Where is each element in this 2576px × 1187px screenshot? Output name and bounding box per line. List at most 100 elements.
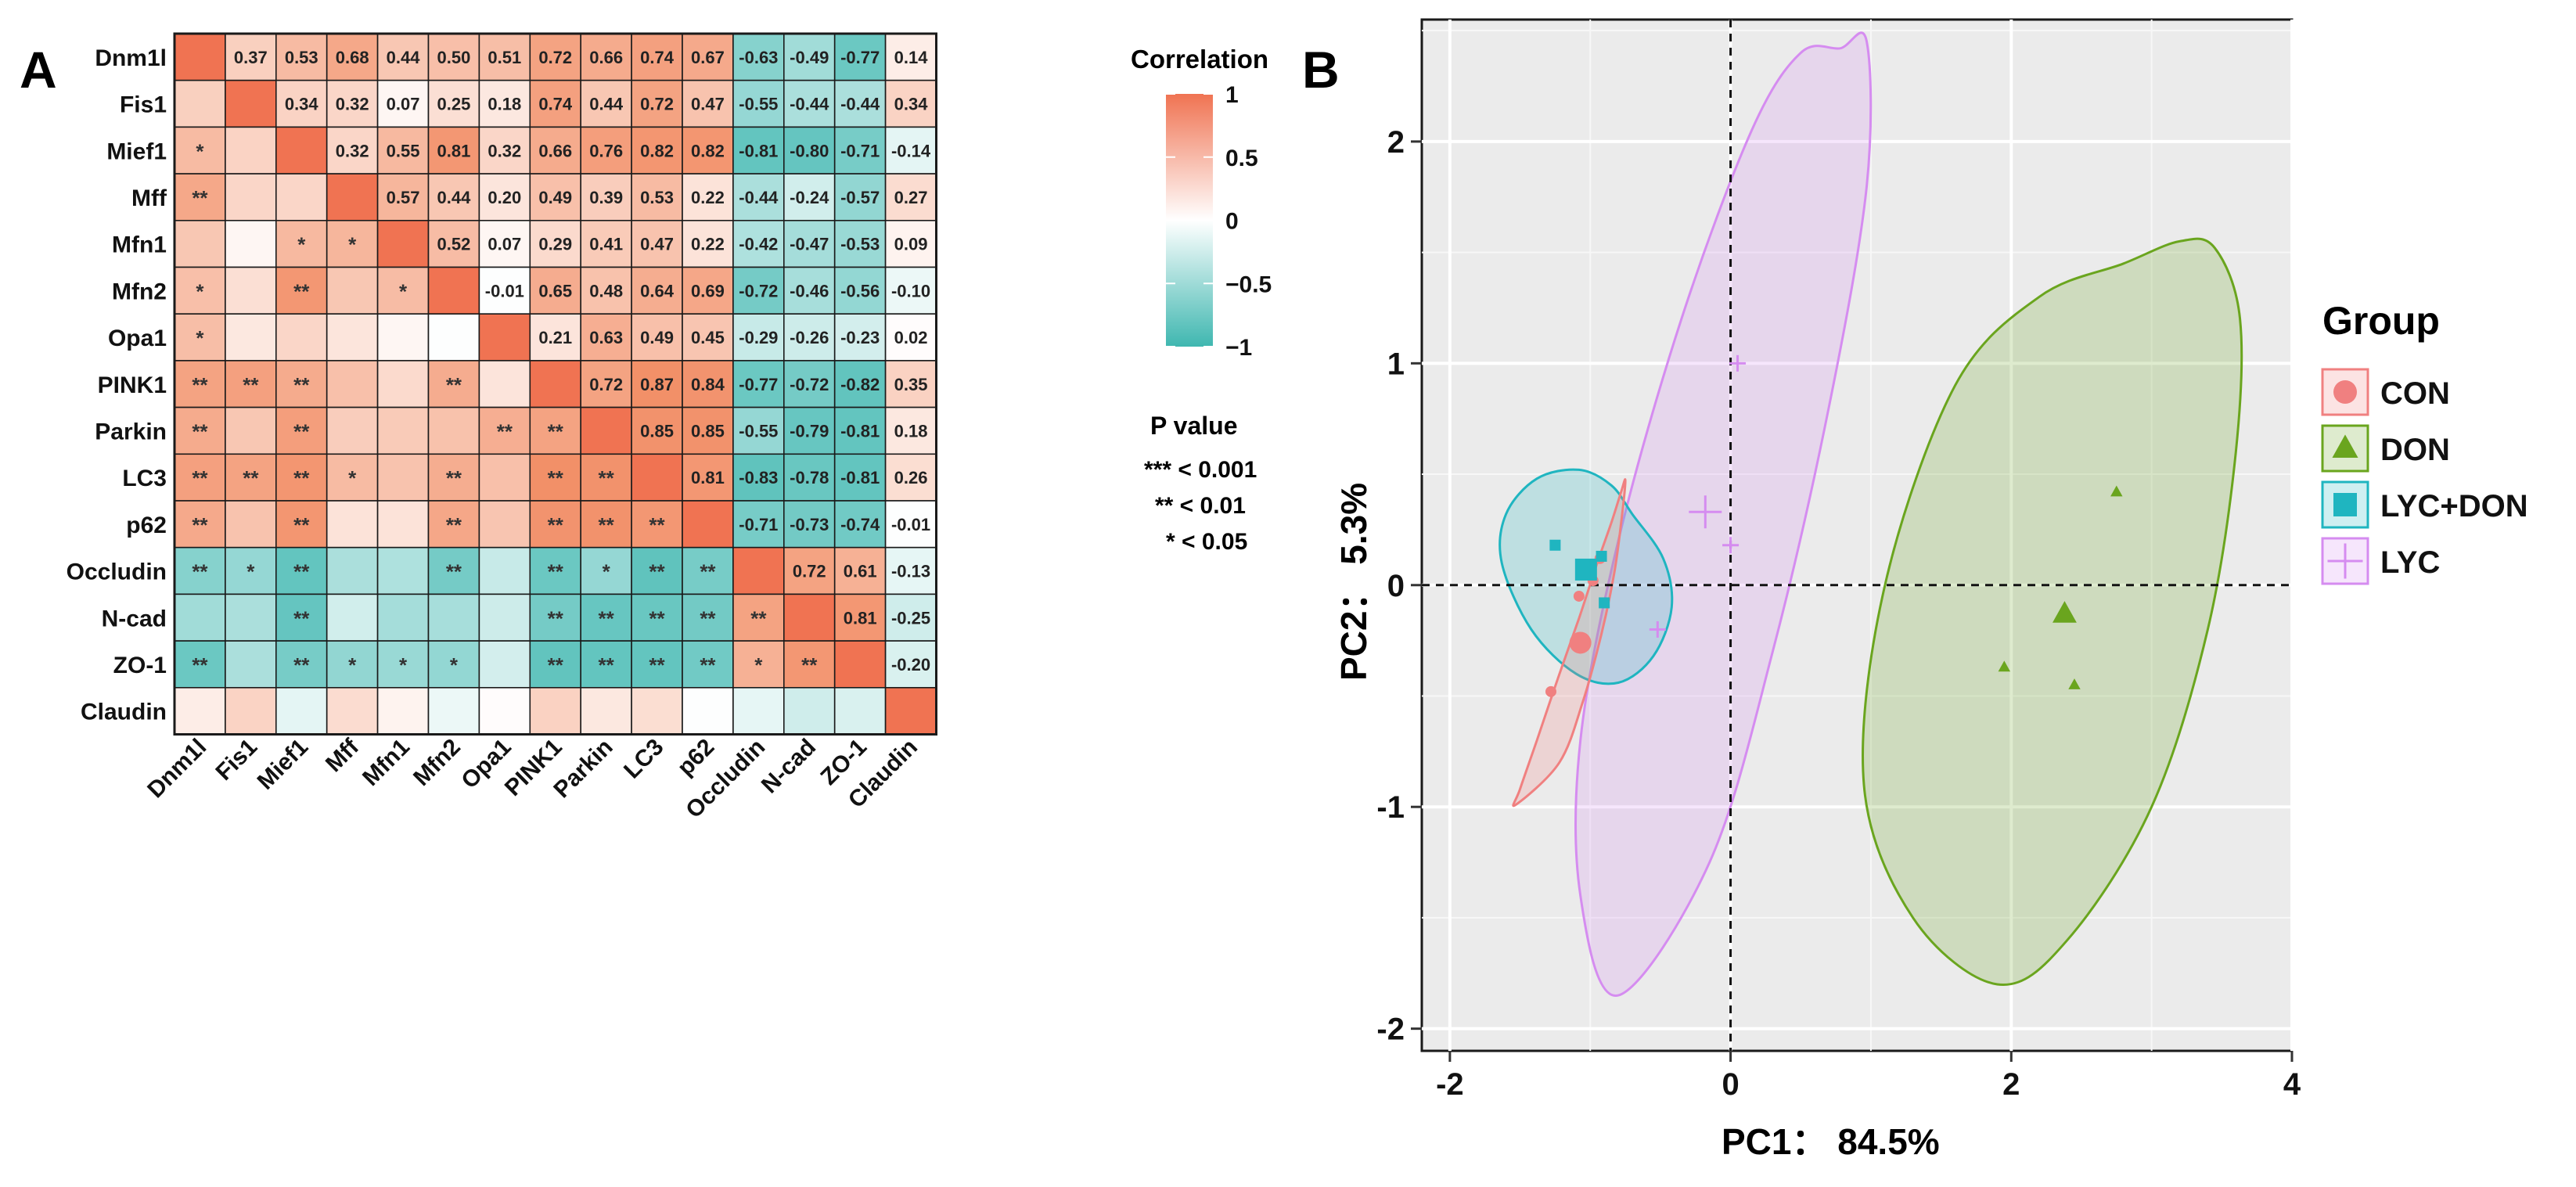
- heatmap-cell: [884, 360, 937, 408]
- data-point-don: [1998, 660, 2011, 672]
- heatmap-cell: [884, 500, 937, 549]
- heatmap-value-label: 0.32: [487, 141, 521, 160]
- heatmap-cell: [376, 313, 430, 361]
- pvalue-legend-item: ** < 0.01: [1155, 493, 1246, 519]
- heatmap-cell: [275, 546, 328, 595]
- heatmap-value-label: 0.20: [487, 188, 521, 207]
- heatmap-cell: [376, 686, 430, 736]
- heatmap-cell: [326, 173, 379, 221]
- heatmap-column-label: Mfn1: [358, 734, 415, 791]
- heatmap-cell: [884, 453, 937, 502]
- heatmap-cell: [732, 406, 785, 455]
- data-point-lyc-don: [1596, 550, 1607, 562]
- heatmap-cell: [427, 360, 480, 408]
- correlation-heatmap: 0.37 0.53 0.68 0.44 0.50 0.51 0.72 0.66 0.74 0.67…: [67, 32, 937, 823]
- heatmap-significance-label: **: [700, 606, 716, 630]
- heatmap-border: [173, 32, 937, 736]
- heatmap-value-label: -0.20: [891, 655, 930, 674]
- heatmap-significance-label: *: [196, 279, 204, 303]
- heatmap-cell: [275, 33, 328, 81]
- heatmap-value-label: -0.81: [739, 141, 778, 160]
- heatmap-significance-label: **: [446, 560, 462, 584]
- heatmap-value-label: 0.85: [640, 421, 674, 441]
- colorbar-tick-label: 0.5: [1225, 146, 1258, 171]
- data-point-lyc: [1649, 620, 1666, 638]
- centroid-don: [2053, 601, 2077, 623]
- heatmap-cell: [174, 500, 226, 549]
- heatmap-value-label: -0.80: [790, 141, 829, 160]
- heatmap-row-label: Mief1: [106, 138, 167, 164]
- heatmap-value-label: -0.83: [739, 468, 778, 487]
- heatmap-cell: [275, 360, 328, 408]
- heatmap-cell: [682, 313, 734, 361]
- x-axis-tick-label: -2: [1436, 1067, 1464, 1102]
- heatmap-cell: [833, 313, 887, 361]
- heatmap-cell: [478, 406, 531, 455]
- heatmap-value-label: 0.22: [691, 188, 725, 207]
- heatmap-cell: [174, 593, 226, 642]
- heatmap-significance-label: *: [399, 279, 408, 303]
- pvalue-legend: P value *** < 0.001 ** < 0.01 * < 0.05: [1144, 412, 1257, 555]
- heatmap-cell: [529, 313, 581, 361]
- heatmap-value-label: 0.82: [691, 141, 725, 160]
- heatmap-cell: [174, 686, 226, 736]
- heatmap-value-label: -0.42: [739, 235, 778, 254]
- heatmap-value-label: 0.25: [437, 95, 471, 114]
- heatmap-significance-label: *: [196, 139, 204, 163]
- heatmap-cell: [631, 640, 683, 689]
- heatmap-value-label: -0.24: [790, 188, 829, 207]
- heatmap-cell: [580, 500, 632, 549]
- heatmap-cell: [682, 33, 734, 81]
- heatmap-cell: [376, 360, 430, 408]
- heatmap-cell: [225, 406, 277, 455]
- heatmap-value-label: -0.44: [790, 95, 829, 114]
- group-legend: Group CON DON LYC+DON LYC: [2321, 299, 2528, 585]
- heatmap-significance-label: **: [446, 373, 462, 397]
- heatmap-cell: [326, 79, 379, 128]
- heatmap-cell: [833, 266, 887, 315]
- heatmap-cell: [275, 126, 328, 174]
- heatmap-cell: [732, 686, 785, 736]
- heatmap-significance-label: **: [293, 279, 310, 303]
- heatmap-cell: [833, 500, 887, 549]
- heatmap-cell: [225, 453, 277, 502]
- heatmap-cell: [580, 79, 632, 128]
- heatmap-cell: [631, 173, 683, 221]
- heatmap-cell: [326, 406, 379, 455]
- heatmap-significance-label: *: [196, 326, 204, 350]
- heatmap-cell: [478, 360, 531, 408]
- heatmap-cell: [783, 406, 836, 455]
- heatmap-cell: [833, 360, 887, 408]
- confidence-ellipse-don: [1862, 237, 2243, 987]
- data-point-lyc-don: [1549, 539, 1561, 551]
- heatmap-cell: [174, 640, 226, 689]
- heatmap-cell: [529, 173, 581, 221]
- heatmap-cell: [478, 219, 531, 268]
- heatmap-value-label: -0.63: [739, 48, 778, 67]
- heatmap-significance-label: *: [348, 466, 357, 490]
- heatmap-cell: [326, 219, 379, 268]
- heatmap-cell: [427, 79, 480, 128]
- group-legend-item-lyc: LYC: [2321, 537, 2440, 585]
- heatmap-row-label: p62: [126, 513, 167, 538]
- heatmap-value-label: 0.72: [640, 95, 674, 114]
- heatmap-significance-label: **: [548, 653, 564, 677]
- heatmap-value-label: 0.27: [894, 188, 928, 207]
- heatmap-cell: [682, 640, 734, 689]
- heatmap-value-label: 0.69: [691, 281, 725, 300]
- heatmap-value-label: -0.25: [891, 608, 930, 628]
- heatmap-value-label: 0.74: [640, 48, 675, 67]
- heatmap-significance-label: **: [497, 419, 513, 443]
- heatmap-cell: [580, 266, 632, 315]
- heatmap-cell: [376, 79, 430, 128]
- heatmap-cell: [833, 686, 887, 736]
- group-legend-item-lyc-don: LYC+DON: [2321, 480, 2528, 529]
- heatmap-value-label: -0.71: [739, 515, 778, 534]
- heatmap-value-label: -0.01: [891, 515, 930, 534]
- heatmap-value-label: 0.65: [538, 281, 572, 300]
- heatmap-significance-label: **: [293, 560, 310, 584]
- heatmap-significance-label: **: [293, 419, 310, 443]
- heatmap-row-label: Mfn2: [112, 279, 167, 304]
- heatmap-cell: [631, 453, 683, 502]
- heatmap-value-label: -0.44: [840, 95, 880, 114]
